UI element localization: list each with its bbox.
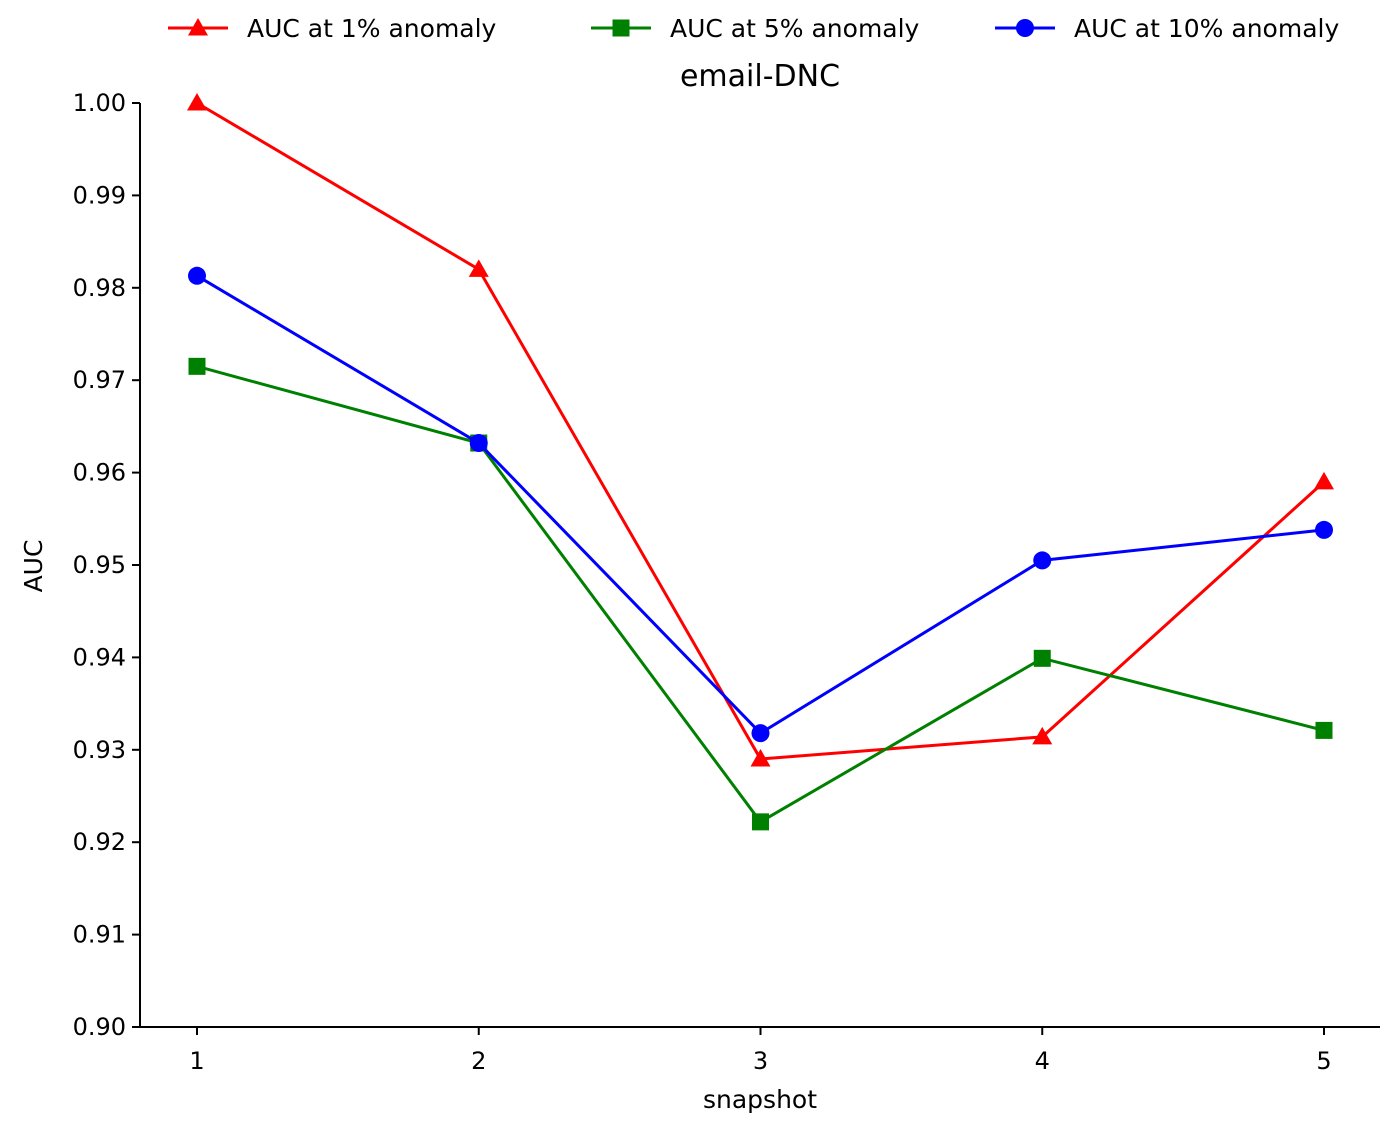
y-tick-label: 0.98 bbox=[73, 274, 126, 302]
series-line bbox=[196, 101, 1326, 761]
legend-marker bbox=[1016, 19, 1034, 37]
series-line bbox=[196, 274, 1325, 736]
series-1 bbox=[187, 93, 1334, 767]
data-point bbox=[188, 357, 206, 375]
data-point bbox=[1315, 520, 1333, 539]
legend-entry-2: AUC at 5% anomaly bbox=[591, 14, 920, 43]
x-tick-label: 2 bbox=[471, 1047, 486, 1075]
legend-label: AUC at 10% anomaly bbox=[1074, 14, 1339, 43]
y-axis: 0.90 0.91 0.92 0.93 0.94 0.95 0.96 0.97 0.98 0.99… bbox=[73, 89, 141, 1041]
chart-title: email-DNC bbox=[680, 59, 840, 94]
data-point bbox=[1314, 471, 1334, 490]
y-tick-label: 0.92 bbox=[73, 828, 126, 856]
y-tick-label: 0.91 bbox=[73, 921, 126, 949]
data-point bbox=[752, 813, 769, 831]
legend-label: AUC at 1% anomaly bbox=[247, 14, 497, 43]
x-tick-label: 3 bbox=[753, 1047, 768, 1075]
y-tick-label: 0.96 bbox=[73, 459, 126, 487]
series-2 bbox=[188, 357, 1333, 831]
data-point bbox=[188, 266, 206, 285]
data-point bbox=[1033, 551, 1052, 570]
legend-label: AUC at 5% anomaly bbox=[670, 14, 920, 43]
data-point bbox=[187, 93, 207, 111]
x-axis-label: snapshot bbox=[703, 1085, 817, 1114]
x-tick-label: 1 bbox=[189, 1047, 204, 1075]
y-tick-label: 0.93 bbox=[73, 736, 126, 764]
legend: AUC at 1% anomaly AUC at 5% anomaly AUC at… bbox=[168, 14, 1339, 43]
y-tick-label: 0.99 bbox=[73, 181, 126, 209]
x-tick-label: 4 bbox=[1035, 1047, 1050, 1075]
series-3 bbox=[188, 266, 1333, 743]
y-tick-label: 0.94 bbox=[73, 643, 126, 671]
y-tick-label: 1.00 bbox=[73, 89, 126, 117]
data-point bbox=[750, 749, 771, 767]
data-point bbox=[751, 724, 770, 743]
legend-entry-3: AUC at 10% anomaly bbox=[995, 14, 1339, 43]
data-point bbox=[1315, 721, 1333, 739]
legend-entry-1: AUC at 1% anomaly bbox=[168, 14, 497, 43]
y-tick-label: 0.90 bbox=[73, 1013, 126, 1041]
plot-area bbox=[187, 93, 1334, 831]
y-tick-label: 0.95 bbox=[73, 551, 126, 579]
x-axis: 1 2 3 4 5 bbox=[140, 1026, 1380, 1075]
y-tick-label: 0.97 bbox=[73, 366, 126, 394]
data-point bbox=[1033, 649, 1051, 667]
data-point bbox=[468, 259, 489, 277]
legend-marker bbox=[188, 18, 208, 36]
y-axis-label: AUC bbox=[19, 540, 48, 593]
legend-marker bbox=[612, 19, 630, 37]
data-point bbox=[1032, 726, 1053, 745]
data-point bbox=[469, 434, 488, 453]
x-tick-label: 5 bbox=[1316, 1047, 1331, 1075]
